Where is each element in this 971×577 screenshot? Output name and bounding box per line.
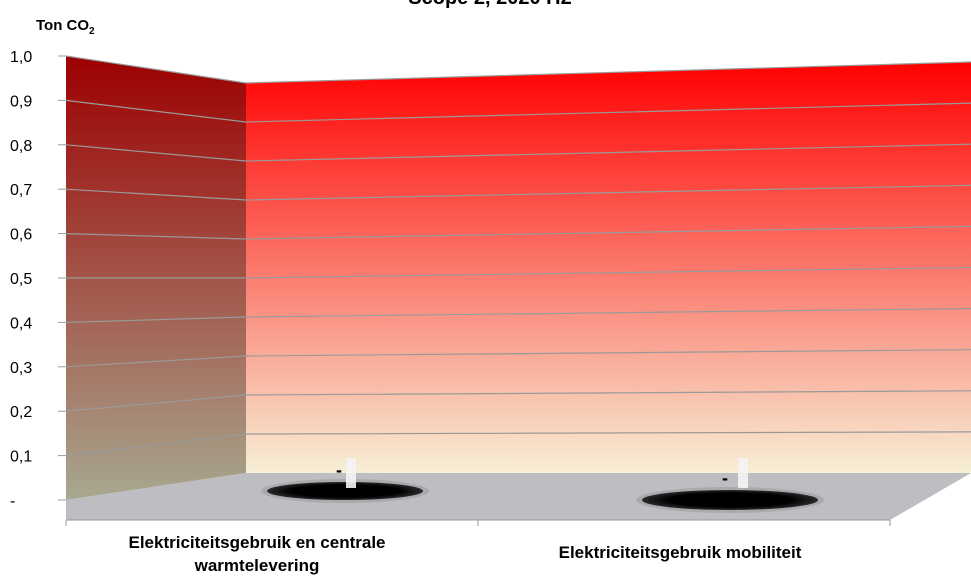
chart-title: Scope 2, 2020 H2	[408, 0, 571, 9]
y-tick-label: 0,1	[10, 449, 32, 466]
y-axis-label-subscript: 2	[89, 26, 95, 37]
y-axis-label: Ton CO2	[36, 17, 95, 37]
gridline	[65, 431, 971, 457]
y-axis-ticks: - 0,1 0,2 0,3 0,4 0,5 0,6 0,7 0,8 0,9 1,0	[10, 49, 66, 510]
x-category-label: Elektriciteitsgebruik mobiliteit	[559, 543, 802, 562]
gridline	[65, 349, 971, 368]
gridline	[65, 55, 971, 84]
gridline	[65, 184, 971, 201]
gridline	[66, 266, 971, 279]
back-wall	[246, 62, 971, 473]
gridline	[65, 99, 971, 123]
gridline	[65, 308, 971, 323]
y-tick-label: 0,5	[10, 271, 32, 288]
bars: --	[261, 458, 824, 513]
floor	[66, 473, 971, 520]
gridline	[65, 390, 971, 412]
y-tick-label: 0,2	[10, 404, 32, 421]
y-tick-label: 0,6	[10, 227, 32, 244]
y-tick-label: -	[10, 493, 15, 510]
y-tick-label: 0,4	[10, 315, 32, 332]
y-tick-label: 1,0	[10, 49, 32, 66]
data-label: -	[722, 468, 728, 488]
data-label-box	[346, 458, 356, 488]
data-label-box	[738, 458, 748, 488]
x-category-label: warmtelevering	[194, 556, 320, 575]
data-label: -	[336, 460, 342, 480]
gridline	[65, 143, 971, 162]
gridlines	[65, 55, 971, 457]
x-category-label: Elektriciteitsgebruik en centrale	[129, 533, 386, 552]
y-tick-label: 0,8	[10, 138, 32, 155]
x-axis-labels: Elektriciteitsgebruik en centrale warmtel…	[129, 533, 802, 575]
y-tick-label: 0,3	[10, 360, 32, 377]
bar	[267, 482, 423, 500]
y-tick-label: 0,9	[10, 93, 32, 110]
gridline	[65, 225, 971, 240]
y-tick-label: 0,7	[10, 182, 32, 199]
bar	[642, 490, 818, 510]
y-axis-label-text: Ton CO	[36, 17, 89, 34]
